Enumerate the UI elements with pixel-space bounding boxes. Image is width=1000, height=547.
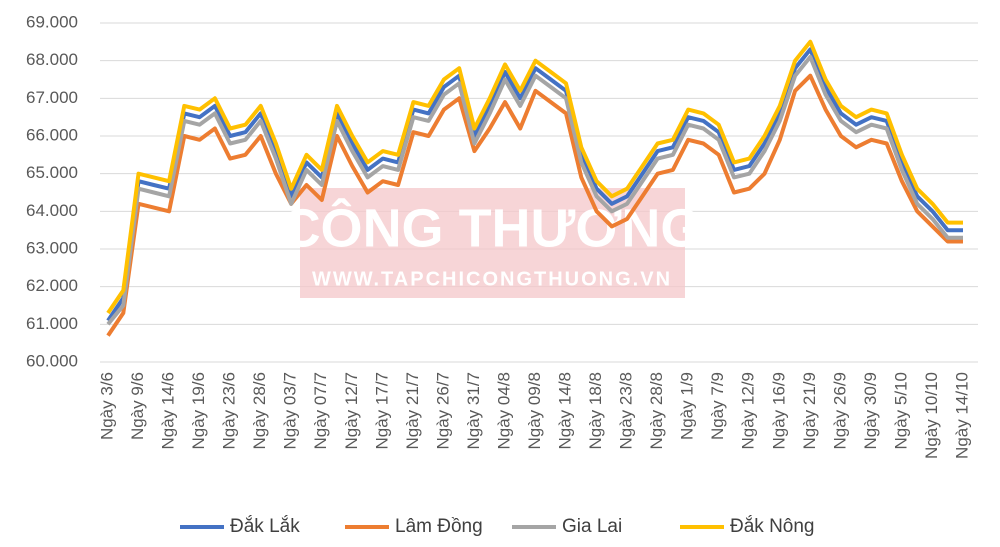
x-tick-label: Ngày 04/8 (494, 372, 513, 450)
y-tick-label: 60.000 (26, 351, 78, 370)
x-tick-label: Ngày 21/9 (800, 372, 819, 450)
x-tick-label: Ngày 09/8 (525, 372, 544, 450)
x-tick-label: Ngày 3/6 (97, 372, 116, 440)
x-tick-label: Ngày 12/7 (342, 372, 361, 450)
x-tick-label: Ngày 5/10 (891, 372, 910, 450)
x-tick-label: Ngày 21/7 (403, 372, 422, 450)
legend-label: Đắk Lắk (230, 515, 300, 537)
series-line (106, 54, 963, 326)
x-tick-label: Ngày 16/9 (769, 372, 788, 450)
series-line (106, 39, 963, 315)
x-tick-label: Ngày 14/6 (159, 372, 178, 450)
x-tick-label: Ngày 23/6 (220, 372, 239, 450)
x-tick-label: Ngày 28/8 (647, 372, 666, 450)
y-tick-label: 68.000 (26, 50, 78, 69)
series-line (106, 47, 963, 322)
y-tick-label: 67.000 (26, 88, 78, 107)
x-tick-label: Ngày 1/9 (678, 372, 697, 440)
series-line (106, 73, 963, 337)
x-tick-label: Ngày 18/8 (586, 372, 605, 450)
x-tick-label: Ngày 10/10 (922, 372, 941, 459)
x-tick-label: Ngày 07/7 (311, 372, 330, 450)
x-tick-label: Ngày 14/8 (556, 372, 575, 450)
watermark-url: WWW.TAPCHICONGTHUONG.VN (312, 268, 672, 290)
x-tick-label: Ngày 19/6 (189, 372, 208, 450)
x-tick-label: Ngày 9/6 (128, 372, 147, 440)
x-tick-label: Ngày 17/7 (372, 372, 391, 450)
y-tick-label: 63.000 (26, 238, 78, 257)
x-tick-label: Ngày 26/7 (433, 372, 452, 450)
y-tick-label: 65.000 (26, 163, 78, 182)
legend-label: Lâm Đồng (395, 516, 483, 537)
legend-label: Gia Lai (562, 516, 622, 537)
y-tick-label: 66.000 (26, 125, 78, 144)
x-tick-label: Ngày 03/7 (281, 372, 300, 450)
x-tick-label: Ngày 23/8 (617, 372, 636, 450)
x-tick-label: Ngày 12/9 (739, 372, 758, 450)
y-tick-label: 69.000 (26, 12, 78, 31)
x-tick-label: Ngày 26/9 (830, 372, 849, 450)
watermark-title: CÔNG THƯƠNG (282, 197, 703, 258)
y-tick-label: 62.000 (26, 276, 78, 295)
x-tick-label: Ngày 31/7 (464, 372, 483, 450)
legend-label: Đắk Nông (730, 515, 815, 537)
x-tick-label: Ngày 30/9 (861, 372, 880, 450)
x-tick-label: Ngày 28/6 (250, 372, 269, 450)
x-tick-label: Ngày 7/9 (708, 372, 727, 440)
x-tick-label: Ngày 14/10 (952, 372, 971, 459)
y-tick-label: 64.000 (26, 201, 78, 220)
y-tick-label: 61.000 (26, 314, 78, 333)
